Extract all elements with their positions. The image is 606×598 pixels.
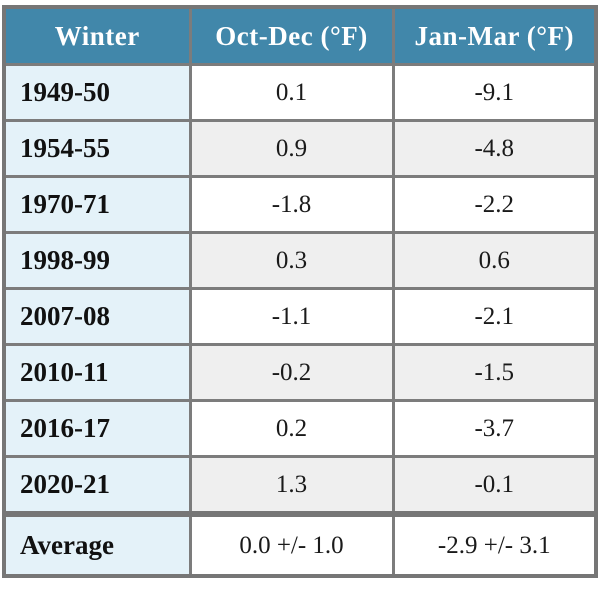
oct-dec-value: -0.2	[188, 343, 395, 402]
jan-mar-value: -1.5	[391, 343, 598, 402]
jan-mar-value: -0.1	[391, 455, 598, 516]
winter-label: 2020-21	[2, 455, 192, 516]
page: Winter Oct-Dec (°F) Jan-Mar (°F) 1949-50…	[2, 5, 598, 578]
oct-dec-value: 0.3	[188, 231, 395, 290]
table-row: 1970-71 -1.8 -2.2	[2, 175, 598, 234]
winter-label: 2007-08	[2, 287, 192, 346]
jan-mar-value: -2.1	[391, 287, 598, 346]
table-row: 1949-50 0.1 -9.1	[2, 63, 598, 122]
oct-dec-value: 0.9	[188, 119, 395, 178]
jan-mar-value: 0.6	[391, 231, 598, 290]
jan-mar-value: -2.2	[391, 175, 598, 234]
winter-label: 1954-55	[2, 119, 192, 178]
table-row: 1954-55 0.9 -4.8	[2, 119, 598, 178]
winter-label: 1970-71	[2, 175, 192, 234]
winter-temperature-table: Winter Oct-Dec (°F) Jan-Mar (°F) 1949-50…	[2, 5, 598, 578]
jan-mar-average-value: -2.9 +/- 3.1	[391, 511, 598, 578]
winter-label: 1949-50	[2, 63, 192, 122]
average-row: Average 0.0 +/- 1.0 -2.9 +/- 3.1	[2, 511, 598, 578]
table-header-row: Winter Oct-Dec (°F) Jan-Mar (°F)	[2, 5, 598, 66]
table-row: 2016-17 0.2 -3.7	[2, 399, 598, 458]
oct-dec-value: 0.2	[188, 399, 395, 458]
table-row: 1998-99 0.3 0.6	[2, 231, 598, 290]
jan-mar-value: -9.1	[391, 63, 598, 122]
table-row: 2007-08 -1.1 -2.1	[2, 287, 598, 346]
column-header-jan-mar: Jan-Mar (°F)	[391, 5, 598, 66]
winter-label: 2016-17	[2, 399, 192, 458]
column-header-oct-dec: Oct-Dec (°F)	[188, 5, 395, 66]
winter-label: 1998-99	[2, 231, 192, 290]
table-row: 2020-21 1.3 -0.1	[2, 455, 598, 516]
oct-dec-average-value: 0.0 +/- 1.0	[188, 511, 395, 578]
average-label: Average	[2, 511, 192, 578]
jan-mar-value: -4.8	[391, 119, 598, 178]
oct-dec-value: 0.1	[188, 63, 395, 122]
jan-mar-value: -3.7	[391, 399, 598, 458]
column-header-winter: Winter	[2, 5, 192, 66]
oct-dec-value: -1.8	[188, 175, 395, 234]
winter-label: 2010-11	[2, 343, 192, 402]
table-row: 2010-11 -0.2 -1.5	[2, 343, 598, 402]
oct-dec-value: 1.3	[188, 455, 395, 516]
oct-dec-value: -1.1	[188, 287, 395, 346]
